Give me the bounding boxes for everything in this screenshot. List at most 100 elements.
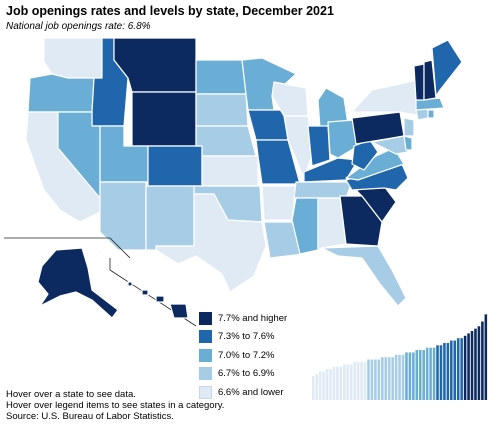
- distribution-bar[interactable]: [405, 352, 408, 400]
- legend-item-3[interactable]: 7.0% to 7.2%: [199, 347, 287, 363]
- distribution-bar[interactable]: [439, 345, 443, 400]
- distribution-bar[interactable]: [336, 366, 339, 400]
- legend-swatch: [199, 385, 212, 399]
- distribution-bar[interactable]: [474, 328, 477, 400]
- distribution-bar[interactable]: [467, 333, 470, 400]
- state-de[interactable]: [403, 135, 413, 151]
- distribution-bar[interactable]: [477, 326, 481, 400]
- state-or[interactable]: [27, 73, 95, 113]
- distribution-bar[interactable]: [363, 361, 367, 400]
- state-ms[interactable]: [291, 197, 319, 255]
- distribution-bar[interactable]: [460, 338, 463, 400]
- distribution-bar[interactable]: [312, 376, 315, 400]
- distribution-bar[interactable]: [346, 364, 350, 400]
- legend-item-5[interactable]: 6.6% and lower: [199, 384, 287, 400]
- state-mo[interactable]: [255, 139, 301, 185]
- page-title: Job openings rates and levels by state, …: [6, 4, 334, 18]
- state-ne[interactable]: [195, 125, 257, 157]
- distribution-bar[interactable]: [367, 359, 370, 400]
- distribution-bar[interactable]: [436, 345, 439, 400]
- distribution-bar[interactable]: [446, 342, 450, 400]
- distribution-bar[interactable]: [339, 366, 343, 400]
- state-in[interactable]: [307, 125, 331, 167]
- states-layer: [25, 37, 463, 307]
- page-subtitle: National job openings rate: 6.8%: [6, 21, 151, 32]
- state-nj[interactable]: [403, 117, 415, 137]
- state-ia[interactable]: [247, 109, 289, 141]
- distribution-bar[interactable]: [415, 350, 419, 400]
- state-ny[interactable]: [351, 79, 423, 117]
- distribution-bar[interactable]: [391, 357, 394, 400]
- distribution-bar[interactable]: [329, 369, 332, 400]
- state-nd[interactable]: [195, 59, 247, 95]
- distribution-bar[interactable]: [429, 347, 432, 400]
- distribution-bar[interactable]: [453, 340, 457, 400]
- state-sd[interactable]: [195, 93, 249, 127]
- state-il[interactable]: [283, 115, 315, 179]
- distribution-bar[interactable]: [360, 361, 363, 400]
- state-hi-island-2[interactable]: [141, 289, 149, 296]
- distribution-bar[interactable]: [394, 354, 398, 400]
- state-vt[interactable]: [413, 63, 425, 101]
- state-co[interactable]: [147, 145, 203, 187]
- distribution-bar[interactable]: [408, 352, 412, 400]
- distribution-bar[interactable]: [425, 347, 429, 400]
- state-hi-island-4[interactable]: [169, 303, 189, 319]
- state-tx[interactable]: [155, 193, 267, 293]
- distribution-bar[interactable]: [412, 352, 415, 400]
- distribution-bar[interactable]: [387, 357, 391, 400]
- distribution-bar[interactable]: [481, 321, 484, 400]
- state-mn[interactable]: [241, 57, 297, 111]
- state-ks[interactable]: [201, 155, 259, 187]
- distribution-bar[interactable]: [332, 366, 336, 400]
- state-nh[interactable]: [423, 59, 437, 101]
- distribution-bar[interactable]: [470, 331, 474, 400]
- distribution-bar[interactable]: [384, 357, 388, 400]
- distribution-bar[interactable]: [370, 359, 374, 400]
- distribution-bar[interactable]: [432, 347, 436, 400]
- distribution-bar[interactable]: [422, 350, 425, 400]
- inset-border-alaska: [4, 237, 131, 259]
- distribution-bar[interactable]: [456, 338, 460, 400]
- state-fl[interactable]: [321, 245, 407, 307]
- state-wa[interactable]: [43, 37, 103, 79]
- distribution-bar[interactable]: [353, 361, 356, 400]
- state-md[interactable]: [371, 135, 409, 155]
- distribution-bar[interactable]: [325, 369, 329, 400]
- state-al[interactable]: [317, 197, 347, 251]
- distribution-bar[interactable]: [343, 364, 346, 400]
- state-ak[interactable]: [37, 247, 119, 319]
- distribution-bar[interactable]: [450, 340, 453, 400]
- state-hi-island-3[interactable]: [155, 295, 165, 303]
- legend-item-1[interactable]: 7.7% and higher: [199, 310, 287, 326]
- distribution-bar[interactable]: [322, 371, 325, 400]
- distribution-bar[interactable]: [318, 371, 322, 400]
- distribution-bar[interactable]: [398, 354, 401, 400]
- distribution-bar[interactable]: [315, 373, 318, 400]
- state-ar[interactable]: [261, 185, 297, 221]
- distribution-bar[interactable]: [463, 335, 467, 400]
- distribution-bar[interactable]: [443, 342, 446, 400]
- state-oh[interactable]: [327, 119, 359, 159]
- state-nm[interactable]: [145, 185, 195, 251]
- state-az[interactable]: [99, 181, 147, 251]
- legend-item-4[interactable]: 6.7% to 6.9%: [199, 366, 287, 382]
- distribution-bar[interactable]: [401, 354, 405, 400]
- distribution-bar[interactable]: [377, 359, 381, 400]
- state-hi[interactable]: [127, 281, 189, 319]
- distribution-bar[interactable]: [349, 364, 353, 400]
- state-wy[interactable]: [131, 91, 197, 147]
- state-me[interactable]: [431, 39, 463, 97]
- state-hi-island-1[interactable]: [127, 281, 133, 287]
- distribution-bar[interactable]: [484, 314, 488, 400]
- state-ky[interactable]: [303, 157, 359, 183]
- distribution-bar[interactable]: [356, 361, 360, 400]
- distribution-bar[interactable]: [381, 357, 384, 400]
- legend-item-2[interactable]: 7.3% to 7.6%: [199, 329, 287, 345]
- legend-swatch: [199, 367, 212, 380]
- distribution-bar[interactable]: [374, 359, 377, 400]
- distribution-bar[interactable]: [418, 350, 422, 400]
- state-ri[interactable]: [427, 109, 435, 119]
- note-hover-state: Hover over a state to see data.: [6, 389, 136, 400]
